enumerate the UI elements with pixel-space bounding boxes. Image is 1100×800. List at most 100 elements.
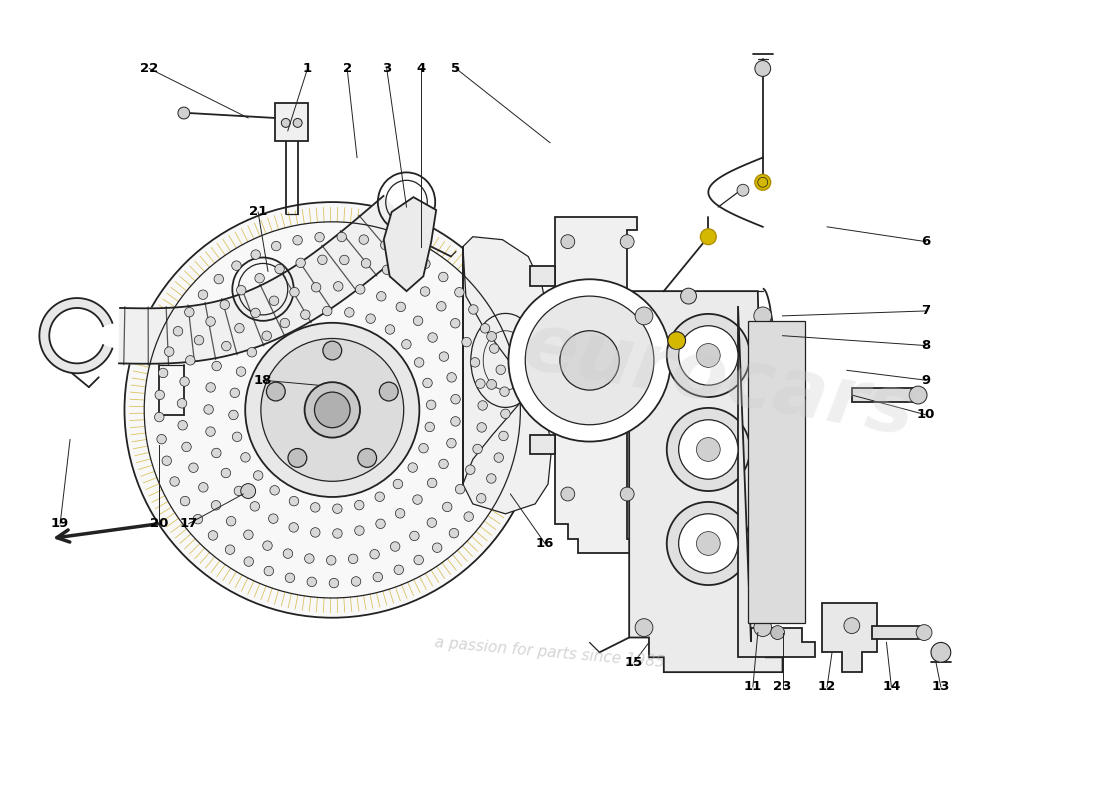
Circle shape	[211, 501, 221, 510]
Circle shape	[910, 386, 927, 404]
Circle shape	[409, 531, 419, 541]
Circle shape	[412, 495, 422, 504]
Circle shape	[470, 358, 480, 367]
Circle shape	[182, 442, 191, 452]
Circle shape	[477, 401, 487, 410]
Circle shape	[340, 255, 349, 265]
Circle shape	[561, 487, 574, 501]
Circle shape	[477, 422, 486, 432]
Circle shape	[268, 514, 278, 523]
Circle shape	[220, 300, 230, 310]
Circle shape	[408, 463, 418, 472]
Circle shape	[561, 234, 574, 249]
Circle shape	[515, 379, 525, 390]
Circle shape	[696, 438, 720, 462]
Circle shape	[396, 302, 406, 312]
Circle shape	[253, 470, 263, 480]
Circle shape	[476, 494, 486, 503]
Circle shape	[186, 355, 195, 365]
Circle shape	[425, 422, 435, 432]
Circle shape	[280, 318, 289, 328]
Circle shape	[373, 572, 383, 582]
Circle shape	[169, 477, 179, 486]
Circle shape	[179, 377, 189, 386]
Circle shape	[282, 118, 290, 127]
Circle shape	[333, 282, 343, 291]
Text: 20: 20	[150, 517, 168, 530]
Circle shape	[402, 339, 411, 349]
Circle shape	[162, 456, 172, 466]
Circle shape	[236, 286, 246, 295]
Circle shape	[212, 362, 221, 370]
Circle shape	[255, 274, 264, 283]
Polygon shape	[851, 388, 921, 402]
Circle shape	[679, 420, 738, 479]
Circle shape	[232, 261, 241, 270]
Circle shape	[318, 255, 327, 265]
Polygon shape	[530, 266, 554, 286]
Circle shape	[199, 482, 208, 492]
Polygon shape	[554, 217, 637, 554]
Circle shape	[227, 517, 235, 526]
Polygon shape	[738, 306, 815, 658]
Text: 17: 17	[179, 517, 198, 530]
Circle shape	[486, 379, 496, 390]
Circle shape	[403, 274, 411, 284]
Circle shape	[679, 326, 738, 385]
Circle shape	[264, 566, 274, 576]
Circle shape	[375, 492, 385, 502]
Circle shape	[289, 522, 298, 532]
Circle shape	[261, 338, 404, 482]
Circle shape	[439, 272, 448, 282]
Text: 4: 4	[417, 62, 426, 75]
Circle shape	[758, 178, 768, 187]
Circle shape	[155, 390, 165, 400]
Circle shape	[234, 486, 243, 496]
Circle shape	[157, 434, 166, 444]
Circle shape	[263, 541, 272, 550]
Circle shape	[305, 554, 315, 563]
Circle shape	[214, 274, 223, 284]
Circle shape	[358, 449, 376, 467]
Circle shape	[315, 392, 350, 428]
Circle shape	[354, 526, 364, 535]
Circle shape	[701, 229, 716, 245]
Polygon shape	[748, 321, 805, 622]
Circle shape	[464, 512, 473, 522]
Circle shape	[322, 306, 332, 316]
Text: 15: 15	[625, 656, 644, 669]
Circle shape	[454, 287, 464, 297]
Circle shape	[165, 347, 174, 356]
Circle shape	[439, 352, 449, 362]
Circle shape	[667, 314, 750, 397]
Text: 22: 22	[140, 62, 158, 75]
Circle shape	[667, 502, 750, 585]
Circle shape	[635, 618, 653, 637]
Circle shape	[262, 331, 272, 341]
Circle shape	[490, 344, 499, 354]
Circle shape	[379, 382, 398, 401]
Polygon shape	[119, 196, 420, 364]
Circle shape	[755, 61, 771, 77]
Polygon shape	[871, 626, 926, 639]
Polygon shape	[629, 291, 782, 672]
Circle shape	[668, 332, 685, 350]
Circle shape	[332, 504, 342, 514]
Circle shape	[428, 333, 438, 342]
Circle shape	[449, 529, 459, 538]
Circle shape	[494, 453, 504, 462]
Circle shape	[198, 290, 208, 299]
Circle shape	[305, 382, 360, 438]
Circle shape	[499, 387, 509, 396]
Text: 8: 8	[922, 339, 931, 352]
Circle shape	[208, 530, 218, 540]
Circle shape	[427, 400, 436, 410]
Circle shape	[174, 326, 183, 336]
Circle shape	[481, 323, 490, 333]
Text: 13: 13	[932, 681, 950, 694]
Text: a passion for parts since 1985: a passion for parts since 1985	[434, 635, 666, 670]
Circle shape	[442, 502, 452, 512]
Text: 21: 21	[249, 206, 267, 218]
Circle shape	[395, 509, 405, 518]
Circle shape	[381, 240, 390, 250]
